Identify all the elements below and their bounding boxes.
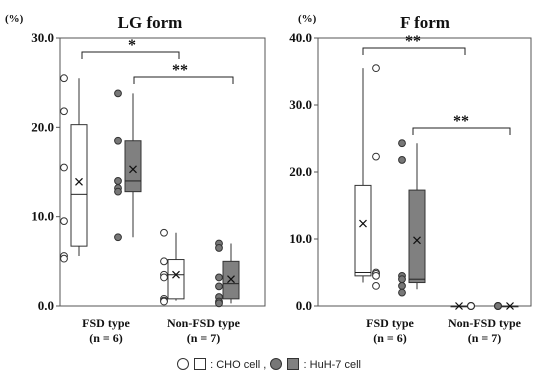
y-tick-label: 0.0 — [296, 298, 312, 313]
mean-marker — [227, 275, 235, 284]
y-tick-label: 0.0 — [38, 298, 54, 313]
data-point-huh7 — [114, 177, 122, 185]
group-label: FSD type — [366, 316, 414, 330]
y-tick-label: 20.0 — [289, 164, 312, 179]
group-label: Non-FSD type — [167, 316, 241, 330]
data-point-cho — [160, 273, 168, 282]
data-point-huh7 — [114, 233, 122, 242]
cho-square-icon — [194, 358, 207, 370]
data-point-cho — [372, 152, 380, 161]
data-point-huh7 — [114, 136, 122, 145]
box-cho — [354, 184, 372, 277]
data-point-cho — [372, 282, 380, 290]
significance-label: ** — [405, 33, 421, 50]
group-n-label: (n = 7) — [468, 331, 502, 345]
significance-label: * — [128, 37, 136, 54]
data-point-huh7 — [215, 282, 223, 291]
data-point-cho — [60, 107, 68, 116]
mean-marker — [413, 236, 421, 245]
box-huh7 — [222, 260, 240, 300]
box-huh7 — [408, 189, 426, 284]
group-label: Non-FSD type — [448, 316, 522, 330]
y-tick-label: 10.0 — [31, 209, 54, 224]
data-point-huh7 — [398, 156, 406, 164]
significance-bracket — [362, 47, 466, 55]
data-point-cho — [372, 271, 380, 280]
box-cho — [70, 124, 88, 247]
mean-marker-stroke — [227, 275, 235, 284]
data-point-cho — [160, 297, 168, 306]
y-unit-0: (%) — [5, 13, 24, 25]
group-n-label: (n = 6) — [89, 331, 123, 345]
mean-marker-stroke — [506, 302, 514, 310]
huh7-circle-icon — [270, 358, 283, 370]
mean-marker — [455, 302, 463, 310]
data-point-huh7 — [398, 275, 406, 284]
significance-bracket — [133, 76, 234, 84]
chart-title-1: F form — [400, 13, 450, 32]
data-point-cho — [372, 64, 380, 73]
mean-marker — [75, 177, 83, 186]
significance-label: ** — [453, 113, 469, 130]
y-tick-label: 20.0 — [31, 119, 54, 134]
data-point-cho — [160, 228, 168, 237]
mean-marker-stroke — [413, 236, 421, 245]
mean-marker — [359, 219, 367, 228]
data-point-cho — [467, 302, 475, 310]
data-point-huh7 — [398, 139, 406, 148]
data-point-huh7 — [398, 282, 406, 290]
y-tick-label: 30.0 — [31, 30, 54, 45]
group-n-label: (n = 6) — [373, 331, 407, 345]
significance-bracket — [412, 127, 511, 135]
y-tick-label: 30.0 — [289, 97, 312, 112]
data-point-huh7 — [215, 244, 223, 252]
mean-marker — [506, 302, 514, 310]
significance-label: ** — [172, 62, 188, 79]
data-point-huh7 — [494, 302, 502, 310]
mean-marker-stroke — [172, 270, 180, 279]
data-point-huh7 — [114, 187, 122, 196]
data-point-huh7 — [114, 89, 122, 98]
legend: : CHO cell , : HuH-7 cell — [0, 358, 537, 371]
plot-area-0 — [59, 37, 266, 307]
data-point-huh7 — [215, 299, 223, 308]
mean-marker-stroke — [129, 165, 137, 174]
mean-marker-stroke — [75, 177, 83, 186]
data-point-huh7 — [215, 273, 223, 282]
box-huh7 — [124, 140, 142, 193]
mean-marker-stroke — [455, 302, 463, 310]
box-cho — [167, 259, 185, 300]
data-point-huh7 — [398, 288, 406, 297]
mean-marker-stroke — [359, 219, 367, 228]
y-unit-1: (%) — [298, 13, 317, 25]
significance-bracket — [81, 51, 180, 59]
data-point-cho — [60, 74, 68, 83]
cho-circle-icon — [176, 358, 189, 370]
data-point-cho — [160, 257, 168, 266]
huh7-square-icon — [287, 358, 300, 370]
group-label: FSD type — [82, 316, 130, 330]
data-point-cho — [60, 217, 68, 226]
mean-marker — [129, 165, 137, 174]
group-n-label: (n = 7) — [187, 331, 221, 345]
mean-marker — [172, 270, 180, 279]
legend-cho-label: : CHO cell , — [210, 359, 267, 371]
chart-title-0: LG form — [118, 13, 183, 32]
data-point-cho — [60, 163, 68, 172]
y-tick-label: 10.0 — [289, 231, 312, 246]
y-tick-label: 40.0 — [289, 30, 312, 45]
data-point-cho — [60, 254, 68, 263]
legend-huh7-label: : HuH-7 cell — [303, 359, 361, 371]
